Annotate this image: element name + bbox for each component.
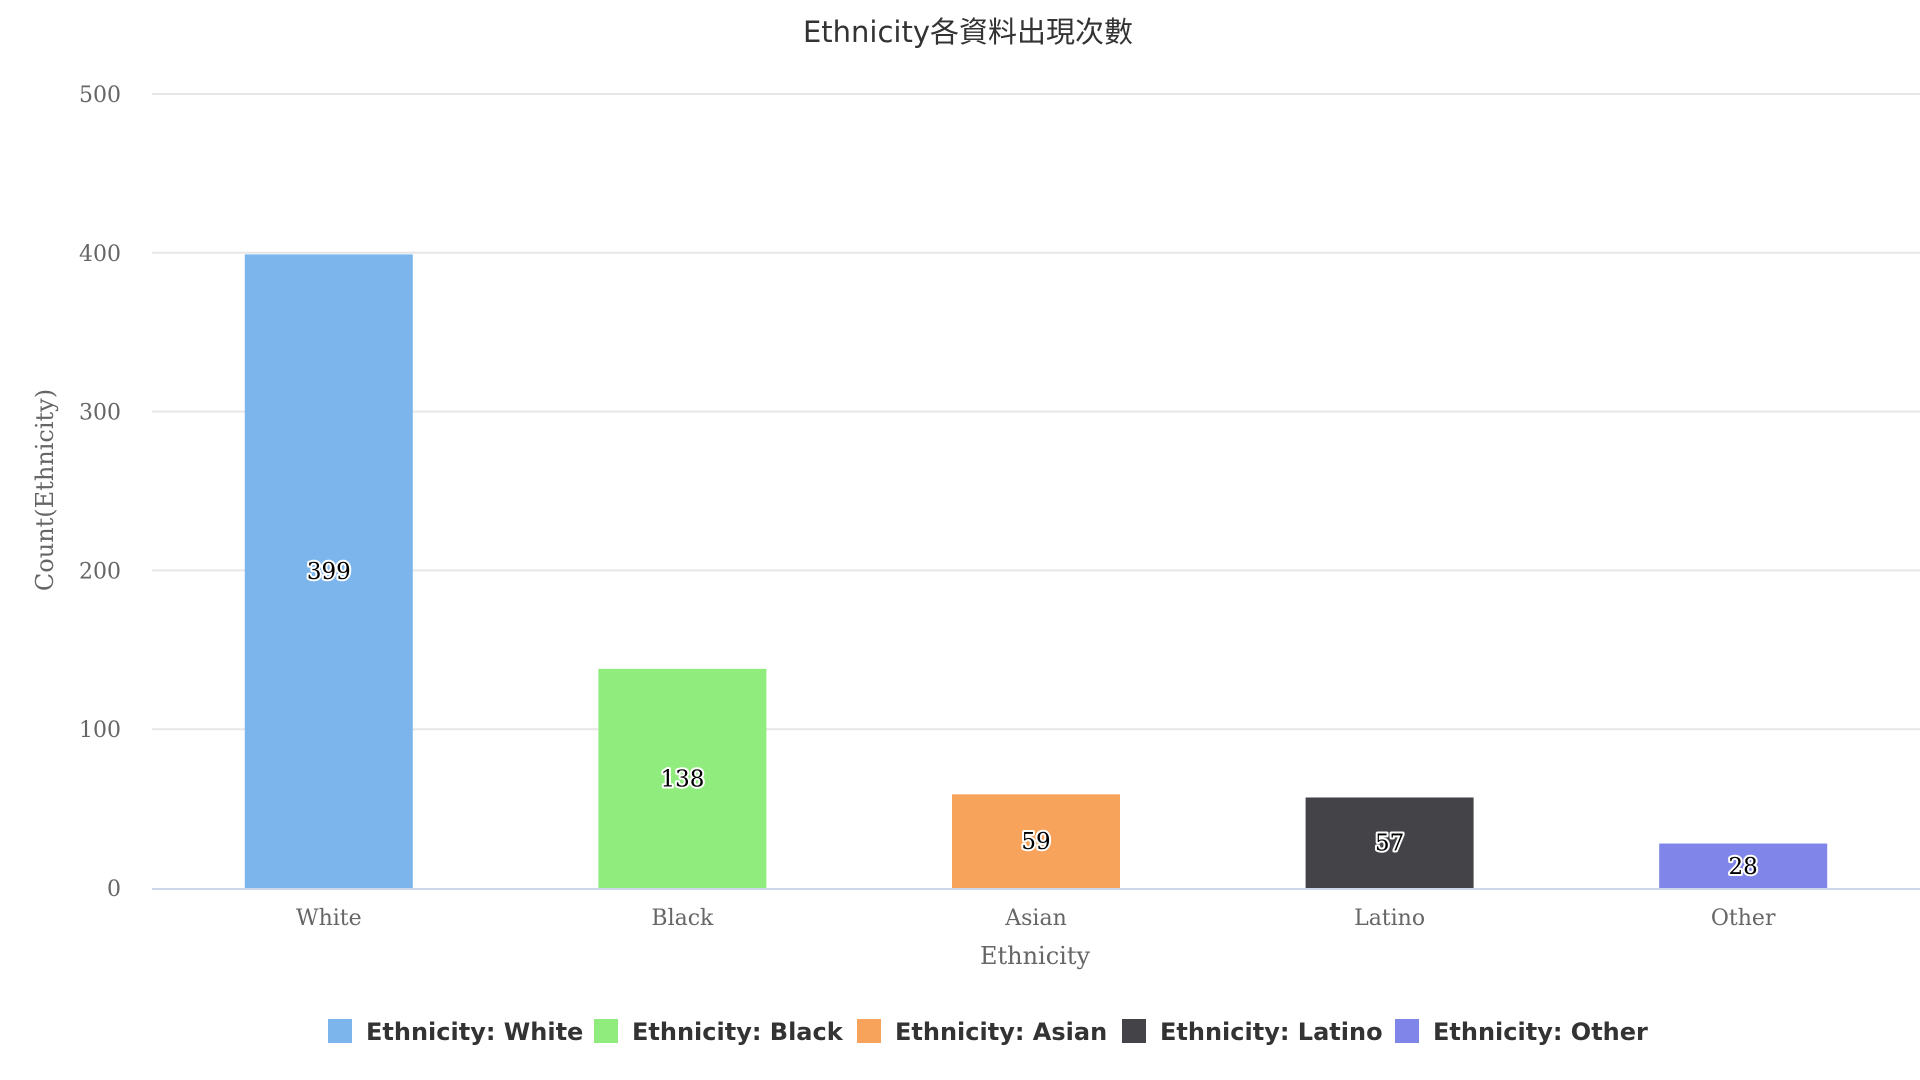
data-label-other: 28 [1729,854,1758,880]
y-axis-title: Count(Ethnicity) [31,389,59,591]
data-label-asian: 59 [1021,829,1050,855]
legend-label: Ethnicity: White [366,1018,583,1046]
x-tick-label: White [296,906,362,931]
legend: Ethnicity: White Ethnicity: Black Ethnicit… [328,1018,1648,1046]
legend-swatch [328,1019,352,1043]
chart-title: Ethnicity各資料出現次數 [803,15,1133,49]
x-tick-label: Other [1711,906,1776,931]
bar-asian[interactable] [952,794,1120,888]
legend-swatch [1395,1019,1419,1043]
legend-swatch [857,1019,881,1043]
data-label-latino: 57 [1375,831,1404,857]
y-tick-label: 400 [79,242,121,267]
data-labels: 399 138 59 57 28 [305,557,1760,882]
data-label-black: 138 [660,766,704,792]
bars [244,254,1828,888]
bar-white[interactable] [244,254,413,888]
bar-black[interactable] [598,668,767,888]
legend-label: Ethnicity: Other [1433,1018,1648,1046]
y-tick-label: 500 [79,83,121,108]
y-tick-label: 0 [107,877,121,902]
legend-item-white[interactable]: Ethnicity: White [328,1018,583,1046]
x-tick-label: Latino [1354,906,1425,931]
y-tick-label: 200 [79,559,121,584]
x-tick-label: Black [651,906,714,931]
data-label-white: 399 [307,559,351,585]
y-tick-label: 100 [79,718,121,743]
x-tick-label: Asian [1004,906,1067,931]
x-axis-title: Ethnicity [980,942,1091,970]
legend-item-other[interactable]: Ethnicity: Other [1395,1018,1648,1046]
legend-label: Ethnicity: Asian [895,1018,1107,1046]
legend-item-black[interactable]: Ethnicity: Black [594,1018,844,1046]
x-axis-ticks: White Black Asian Latino Other [296,906,1776,931]
legend-swatch [1122,1019,1146,1043]
legend-item-latino[interactable]: Ethnicity: Latino [1122,1018,1383,1046]
bar-other[interactable] [1659,843,1828,888]
legend-label: Ethnicity: Latino [1160,1018,1383,1046]
y-tick-label: 300 [79,401,121,426]
y-axis-ticks: 0 100 200 300 400 500 [79,83,121,902]
gridlines [152,93,1920,731]
legend-label: Ethnicity: Black [632,1018,844,1046]
legend-swatch [594,1019,618,1043]
bar-latino[interactable] [1305,797,1474,888]
legend-item-asian[interactable]: Ethnicity: Asian [857,1018,1107,1046]
